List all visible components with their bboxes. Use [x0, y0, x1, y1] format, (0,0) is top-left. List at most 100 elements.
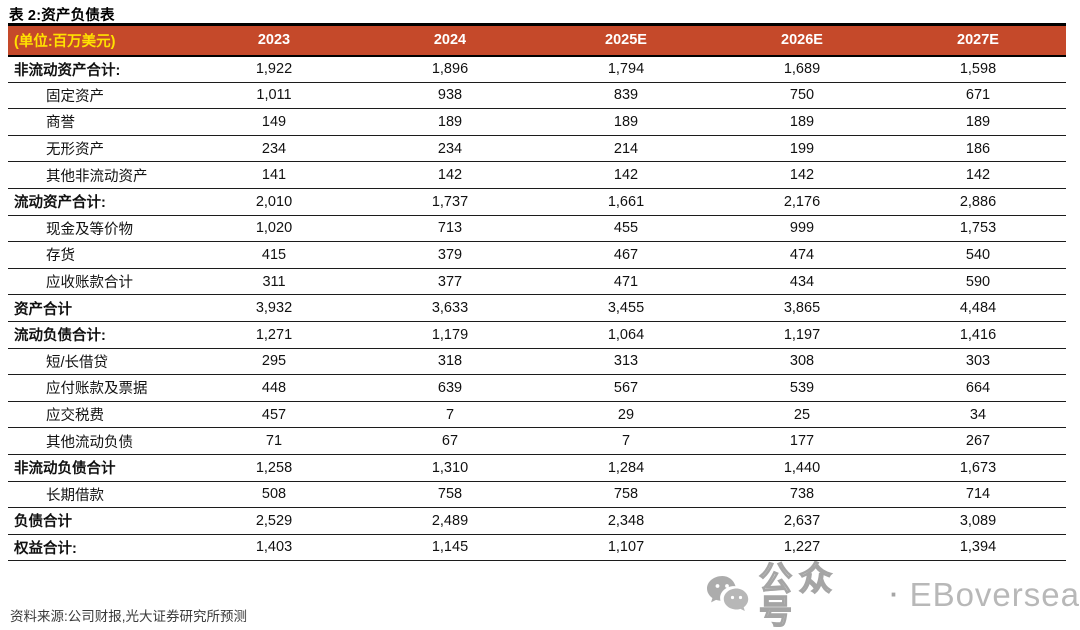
cell-value: 758 — [437, 486, 463, 503]
watermark-brand: EBoversea — [909, 575, 1080, 613]
cell-value: 2,348 — [607, 512, 645, 529]
cell-value: 1,403 — [255, 539, 293, 556]
row-label: 流动资产合计: — [14, 195, 106, 212]
cell-value: 1,673 — [959, 459, 997, 476]
source-note: 资料来源:公司财报,光大证券研究所预测 — [10, 609, 248, 624]
cell-value: 714 — [965, 486, 991, 503]
table-row: 短/长借贷 295 318 313 308 303 — [8, 348, 1066, 375]
cell-value: 177 — [789, 433, 815, 450]
header-row: (单位:百万美元) 2023 2024 2025E 2026E 2027E — [8, 24, 1066, 56]
cell-value: 467 — [613, 246, 639, 263]
table-row: 流动资产合计: 2,010 1,737 1,661 2,176 2,886 — [8, 188, 1066, 216]
row-label: 应收账款合计 — [46, 275, 133, 292]
table-row: 负债合计 2,529 2,489 2,348 2,637 3,089 — [8, 508, 1066, 535]
cell-value: 471 — [613, 273, 639, 290]
cell-value: 214 — [613, 140, 639, 157]
cell-value: 25 — [793, 406, 811, 423]
row-label: 流动负债合计: — [14, 328, 106, 345]
cell-value: 1,271 — [255, 326, 293, 343]
year-header-2024: 2024 — [433, 32, 467, 49]
cell-value: 267 — [965, 433, 991, 450]
cell-value: 67 — [441, 433, 459, 450]
cell-value: 234 — [261, 140, 287, 157]
cell-value: 1,107 — [607, 539, 645, 556]
cell-value: 1,737 — [431, 193, 469, 210]
cell-value: 3,455 — [607, 300, 645, 317]
cell-value: 1,020 — [255, 220, 293, 237]
cell-value: 1,689 — [783, 61, 821, 78]
row-label: 权益合计: — [14, 540, 77, 557]
row-label: 负债合计 — [14, 514, 72, 531]
cell-value: 4,484 — [959, 300, 997, 317]
cell-value: 1,661 — [607, 193, 645, 210]
cell-value: 303 — [965, 353, 991, 370]
watermark: 公众号 · EBoversea — [706, 560, 1080, 630]
balance-sheet-table: (单位:百万美元) 2023 2024 2025E 2026E 2027E 非流动资产合… — [8, 23, 1066, 561]
table-row: 其他非流动资产 141 142 142 142 142 — [8, 162, 1066, 189]
cell-value: 311 — [262, 273, 286, 290]
cell-value: 2,637 — [783, 512, 821, 529]
cell-value: 508 — [261, 486, 287, 503]
cell-value: 938 — [437, 87, 463, 104]
cell-value: 1,284 — [607, 459, 645, 476]
row-label: 商誉 — [46, 115, 75, 132]
cell-value: 234 — [437, 140, 463, 157]
cell-value: 415 — [261, 246, 287, 263]
cell-value: 199 — [789, 140, 815, 157]
year-header-2027E: 2027E — [957, 32, 999, 49]
table-row: 非流动资产合计: 1,922 1,896 1,794 1,689 1,598 — [8, 56, 1066, 83]
cell-value: 455 — [613, 220, 639, 237]
cell-value: 539 — [789, 379, 815, 396]
cell-value: 1,394 — [959, 539, 997, 556]
cell-value: 3,089 — [959, 512, 997, 529]
table-row: 无形资产 234 234 214 199 186 — [8, 135, 1066, 162]
cell-value: 2,010 — [255, 193, 293, 210]
cell-value: 1,179 — [431, 326, 469, 343]
cell-value: 457 — [261, 406, 287, 423]
year-header-2025E: 2025E — [605, 32, 647, 49]
cell-value: 1,794 — [607, 61, 645, 78]
table-row: 商誉 149 189 189 189 189 — [8, 109, 1066, 136]
cell-value: 839 — [613, 87, 639, 104]
cell-value: 189 — [613, 113, 639, 130]
row-label: 资产合计 — [14, 301, 72, 318]
row-label: 其他非流动资产 — [46, 168, 148, 185]
cell-value: 2,529 — [255, 512, 293, 529]
cell-value: 2,176 — [783, 193, 821, 210]
cell-value: 540 — [965, 246, 991, 263]
cell-value: 71 — [265, 433, 283, 450]
cell-value: 671 — [965, 87, 991, 104]
table-row: 应交税费 457 7 29 25 34 — [8, 401, 1066, 428]
row-label: 无形资产 — [46, 142, 104, 159]
cell-value: 295 — [261, 353, 287, 370]
cell-value: 1,598 — [959, 61, 997, 78]
cell-value: 999 — [789, 220, 815, 237]
cell-value: 567 — [613, 379, 639, 396]
cell-value: 189 — [965, 113, 991, 130]
cell-value: 750 — [789, 87, 815, 104]
table-row: 权益合计: 1,403 1,145 1,107 1,227 1,394 — [8, 534, 1066, 561]
cell-value: 639 — [437, 379, 463, 396]
table-row: 资产合计 3,932 3,633 3,455 3,865 4,484 — [8, 295, 1066, 322]
cell-value: 189 — [789, 113, 815, 130]
table-title: 表 2:资产负债表 — [9, 8, 115, 24]
table-row: 流动负债合计: 1,271 1,179 1,064 1,197 1,416 — [8, 321, 1066, 349]
table-row: 长期借款 508 758 758 738 714 — [8, 481, 1066, 508]
year-header-2023: 2023 — [257, 32, 291, 49]
cell-value: 2,886 — [959, 193, 997, 210]
cell-value: 308 — [789, 353, 815, 370]
cell-value: 313 — [613, 353, 639, 370]
cell-value: 3,865 — [783, 300, 821, 317]
cell-value: 1,440 — [783, 459, 821, 476]
table-row: 应付账款及票据 448 639 567 539 664 — [8, 375, 1066, 402]
cell-value: 142 — [965, 167, 991, 184]
cell-value: 1,011 — [256, 87, 292, 104]
cell-value: 1,753 — [959, 220, 997, 237]
cell-value: 7 — [445, 406, 455, 423]
watermark-label: 公众号 — [758, 560, 839, 630]
cell-value: 1,416 — [959, 326, 997, 343]
wechat-icon — [707, 576, 749, 611]
cell-value: 7 — [621, 433, 631, 450]
cell-value: 758 — [613, 486, 639, 503]
